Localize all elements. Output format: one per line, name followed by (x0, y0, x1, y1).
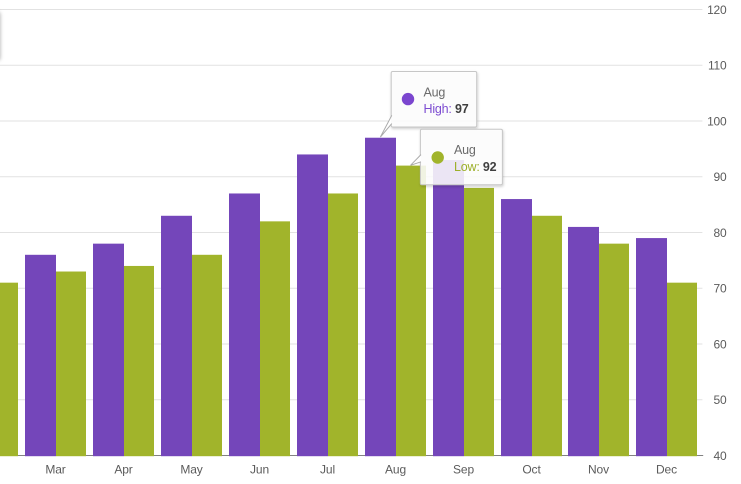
svg-text:40: 40 (714, 449, 727, 463)
svg-text:80: 80 (714, 226, 727, 240)
svg-text:Dec: Dec (656, 463, 677, 477)
svg-text:Nov: Nov (588, 463, 609, 477)
svg-text:120: 120 (707, 3, 727, 17)
svg-text:110: 110 (708, 59, 727, 73)
svg-text:60: 60 (714, 337, 727, 351)
svg-text:Aug: Aug (385, 463, 406, 477)
svg-text:Aug: Aug (424, 86, 446, 100)
svg-text:Jul: Jul (320, 463, 335, 477)
svg-text:100: 100 (707, 114, 727, 128)
svg-text:Mar: Mar (45, 463, 65, 477)
svg-text:Aug: Aug (454, 143, 476, 157)
svg-text:May: May (180, 463, 202, 477)
svg-text:Oct: Oct (522, 463, 541, 477)
svg-text:Sep: Sep (453, 463, 474, 477)
svg-text:Low: 92: Low: 92 (454, 160, 497, 174)
svg-text:90: 90 (714, 170, 727, 184)
svg-text:Apr: Apr (114, 463, 132, 477)
svg-text:High: 97: High: 97 (424, 102, 469, 116)
svg-text:70: 70 (714, 282, 727, 296)
svg-text:50: 50 (714, 393, 727, 407)
svg-text:Jun: Jun (250, 463, 269, 477)
